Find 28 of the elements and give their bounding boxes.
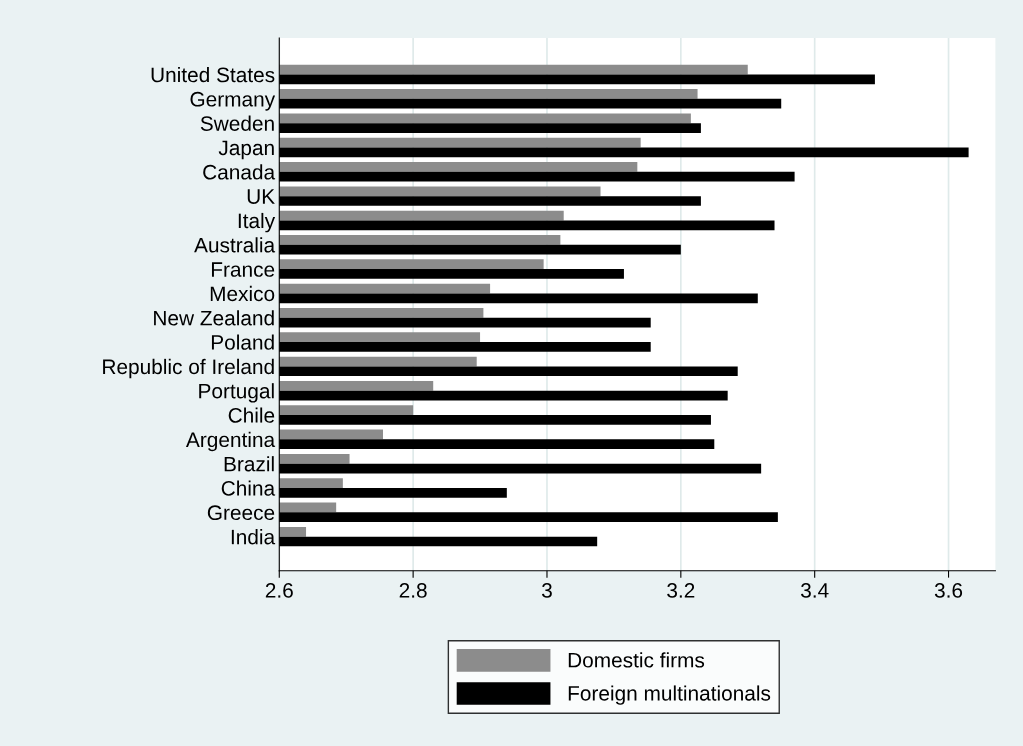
y-tick-label: Chile (228, 407, 275, 423)
x-tick-label: 3.4 (801, 583, 829, 598)
y-tick-label: Portugal (199, 383, 274, 403)
y-tick-label: Italy (238, 212, 276, 233)
y-tick-label: Japan (218, 140, 274, 160)
y-tick-label: Canada (203, 164, 276, 180)
y-tick-label: China (221, 480, 276, 496)
y-tick-label: France (211, 262, 275, 277)
legend-label: Domestic firms (568, 652, 705, 668)
y-tick-label: New Zealand (154, 310, 274, 326)
y-tick-label: Mexico (210, 285, 275, 302)
y-tick-label: Sweden (200, 115, 274, 131)
legend-label: Foreign multinationals (568, 685, 771, 705)
y-tick-label: Germany (190, 91, 276, 111)
y-tick-label: Republic of Ireland (103, 358, 274, 379)
x-tick-label: 3.6 (934, 583, 963, 598)
x-tick-label: 2.8 (399, 583, 427, 598)
y-tick-label: Greece (207, 505, 275, 521)
y-tick-label: Brazil (224, 456, 274, 472)
y-tick-label: United States (151, 66, 275, 83)
y-tick-label: Poland (211, 334, 274, 350)
y-tick-label: India (231, 529, 276, 545)
y-tick-label: UK (247, 189, 275, 204)
x-tick-label: 3.2 (667, 583, 695, 598)
y-tick-label: Australia (194, 237, 276, 253)
y-tick-label: Argentina (185, 431, 276, 452)
x-tick-label: 2.6 (265, 583, 293, 598)
x-tick-label: 3 (541, 583, 552, 598)
